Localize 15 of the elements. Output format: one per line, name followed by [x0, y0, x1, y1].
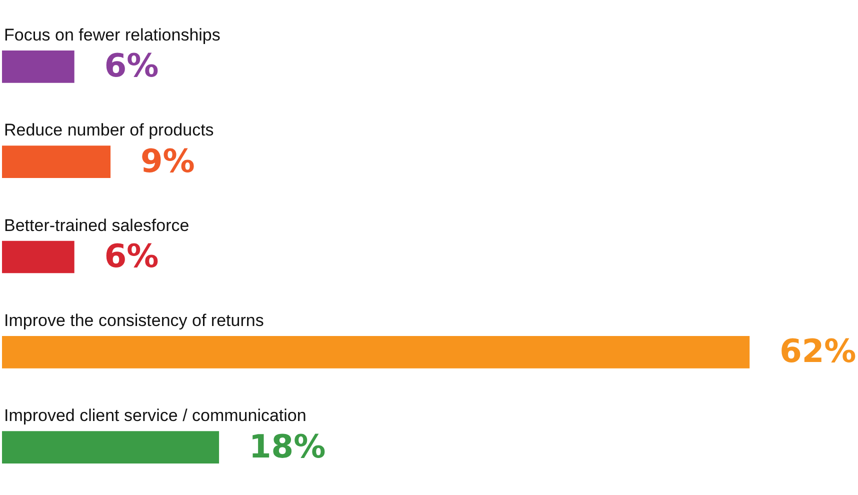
y-tick-label: Reduce number of products	[4, 120, 214, 140]
bar	[2, 146, 111, 178]
data-label: 6%	[104, 237, 159, 275]
y-tick-label: Improved client service / communication	[4, 406, 306, 426]
data-label: 9%	[140, 142, 195, 180]
bar	[2, 336, 750, 368]
y-tick-label: Focus on fewer relationships	[4, 26, 220, 45]
y-tick-label: Improve the consistency of returns	[4, 310, 264, 330]
y-tick-label: Better-trained salesforce	[4, 216, 190, 235]
bar	[2, 431, 220, 464]
bar	[2, 50, 74, 83]
data-label: 62%	[780, 332, 856, 370]
bar	[2, 240, 74, 274]
data-label: 18%	[249, 427, 326, 466]
data-label: 6%	[104, 46, 159, 85]
